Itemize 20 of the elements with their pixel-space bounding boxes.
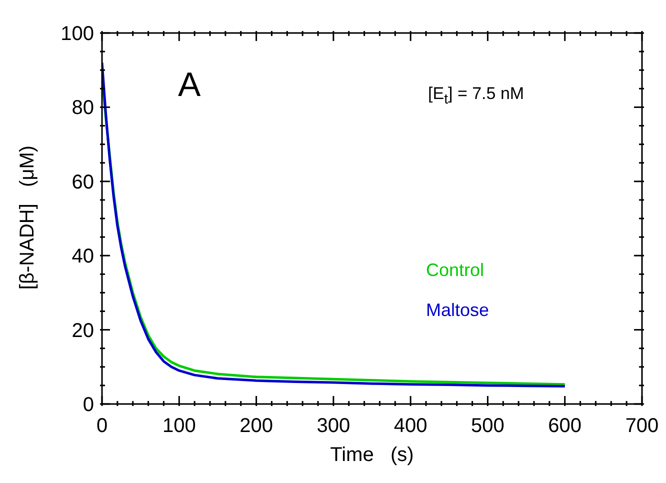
x-tick-label: 300 <box>316 415 350 437</box>
y-tick-label: 60 <box>72 171 94 194</box>
x-axis-title: Time (s) <box>329 444 415 467</box>
x-tick-label: 0 <box>96 415 108 437</box>
x-tick-label: 600 <box>548 415 582 437</box>
annotation: [E$_{t}$] = 7.5 nM <box>428 84 524 108</box>
y-axis-title: [β-NADH] (μM) <box>16 144 40 292</box>
y-tick-label: 100 <box>60 23 94 45</box>
text: Maltose <box>426 299 490 322</box>
x-tick-label: 200 <box>240 415 273 437</box>
y-tick-label: 20 <box>72 320 94 342</box>
x-tick-label: 400 <box>394 415 428 437</box>
x-tick-label: 700 <box>625 415 659 437</box>
text: Control <box>426 259 486 282</box>
x-tick-label: 100 <box>162 415 196 437</box>
y-tick-label: 40 <box>72 246 94 268</box>
y-tick-label: 0 <box>82 394 94 416</box>
annotation: A <box>178 66 201 105</box>
y-tick-label: 80 <box>72 97 94 120</box>
x-tick-label: 500 <box>471 415 504 437</box>
